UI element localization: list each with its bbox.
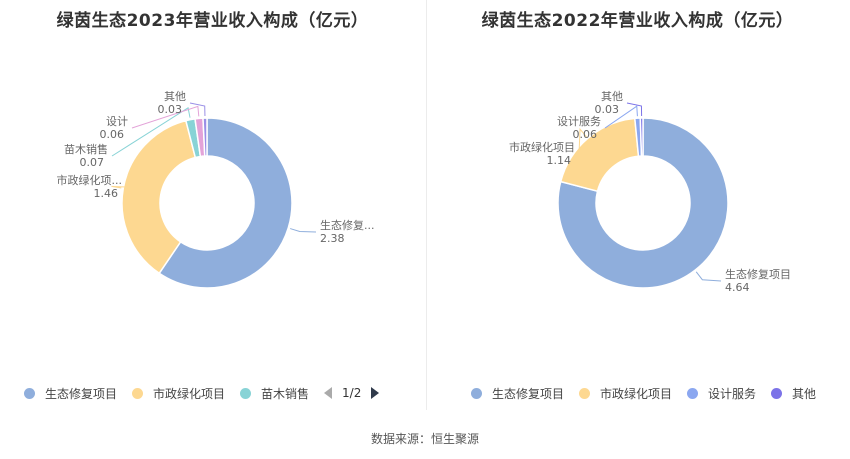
slice-value: 0.06 — [100, 128, 125, 141]
chart-2023-panel: 绿茵生态2023年营业收入构成（亿元） 生态修复... 2.38 市政绿化项... 1… — [24, 11, 380, 402]
donut-slice-市政绿化项目[interactable] — [121, 119, 197, 275]
panel-divider — [426, 0, 427, 410]
slice-value: 0.07 — [80, 156, 105, 169]
slice-label: 设计 — [106, 115, 128, 128]
legend-label: 市政绿化项目 — [153, 386, 226, 401]
legend-dot — [24, 387, 35, 399]
legend-label: 设计服务 — [708, 386, 757, 401]
chart-2022-panel: 绿茵生态2022年营业收入构成（亿元） 生态修复项目 4.64 市政绿化项目 1.14… — [425, 0, 850, 459]
donut-slice-生态修复项目[interactable] — [557, 117, 729, 289]
leader-line — [695, 271, 722, 282]
legend-dot — [771, 387, 783, 399]
legend-pager: 1/2 — [324, 386, 380, 400]
slice-value: 2.38 — [320, 232, 345, 245]
slice-label: 生态修复... — [320, 218, 375, 232]
slice-label: 市政绿化项... — [57, 173, 123, 187]
legend-2022: 生态修复项目 市政绿化项目 设计服务 其他 — [471, 384, 831, 402]
chart-title-2023: 绿茵生态2023年营业收入构成（亿元） — [56, 11, 369, 31]
data-source-note: 数据来源：恒生聚源 — [370, 432, 479, 446]
legend-item-design-service[interactable]: 设计服务 — [687, 385, 756, 402]
slice-label: 苗木销售 — [64, 142, 108, 156]
slice-label: 设计服务 — [557, 115, 601, 128]
legend-dot — [132, 387, 144, 399]
slice-value: 0.03 — [158, 103, 183, 116]
slice-label: 市政绿化项目 — [509, 140, 575, 154]
slice-value: 0.06 — [573, 128, 598, 141]
slice-label: 生态修复项目 — [725, 267, 791, 281]
slice-value: 1.46 — [94, 187, 119, 200]
legend-2023: 生态修复项目 市政绿化项目 苗木销售 1/2 — [24, 384, 380, 402]
legend-dot — [579, 387, 591, 399]
legend-item-ecological-restoration[interactable]: 生态修复项目 — [24, 385, 117, 402]
chart-title-2022: 绿茵生态2022年营业收入构成（亿元） — [481, 11, 794, 31]
legend-dot — [240, 387, 252, 399]
slice-label: 其他 — [164, 90, 186, 103]
legend-label: 苗木销售 — [261, 386, 310, 401]
leader-line — [189, 102, 206, 117]
leader-line — [604, 105, 638, 129]
legend-item-other[interactable]: 其他 — [771, 385, 816, 402]
leader-line — [111, 107, 191, 157]
slice-value: 1.14 — [547, 154, 572, 167]
leader-line — [578, 127, 587, 155]
donut-slice-其他[interactable] — [639, 117, 644, 157]
legend-label: 生态修复项目 — [492, 386, 565, 401]
legend-item-municipal-greening[interactable]: 市政绿化项目 — [579, 385, 672, 402]
leader-line — [111, 185, 127, 189]
pager-prev-icon[interactable] — [324, 387, 333, 399]
legend-item-seedling-sales[interactable]: 苗木销售 — [240, 385, 309, 402]
legend-label: 生态修复项目 — [45, 386, 118, 401]
pager-text: 1/2 — [342, 386, 362, 400]
donut-slice-其他[interactable] — [202, 117, 208, 157]
leader-line — [626, 102, 643, 117]
leader-line — [290, 228, 317, 233]
legend-dot — [687, 387, 699, 399]
legend-label: 市政绿化项目 — [600, 386, 673, 401]
slice-value: 0.03 — [595, 103, 620, 116]
legend-item-ecological-restoration[interactable]: 生态修复项目 — [471, 385, 564, 402]
slice-value: 4.64 — [725, 281, 750, 294]
pager-next-icon[interactable] — [371, 387, 380, 399]
legend-item-municipal-greening[interactable]: 市政绿化项目 — [132, 385, 225, 402]
legend-label: 其他 — [792, 386, 817, 401]
legend-dot — [471, 387, 482, 399]
slice-label: 其他 — [601, 90, 623, 103]
donut-slice-生态修复项目[interactable] — [158, 117, 293, 289]
leader-line — [131, 105, 200, 129]
